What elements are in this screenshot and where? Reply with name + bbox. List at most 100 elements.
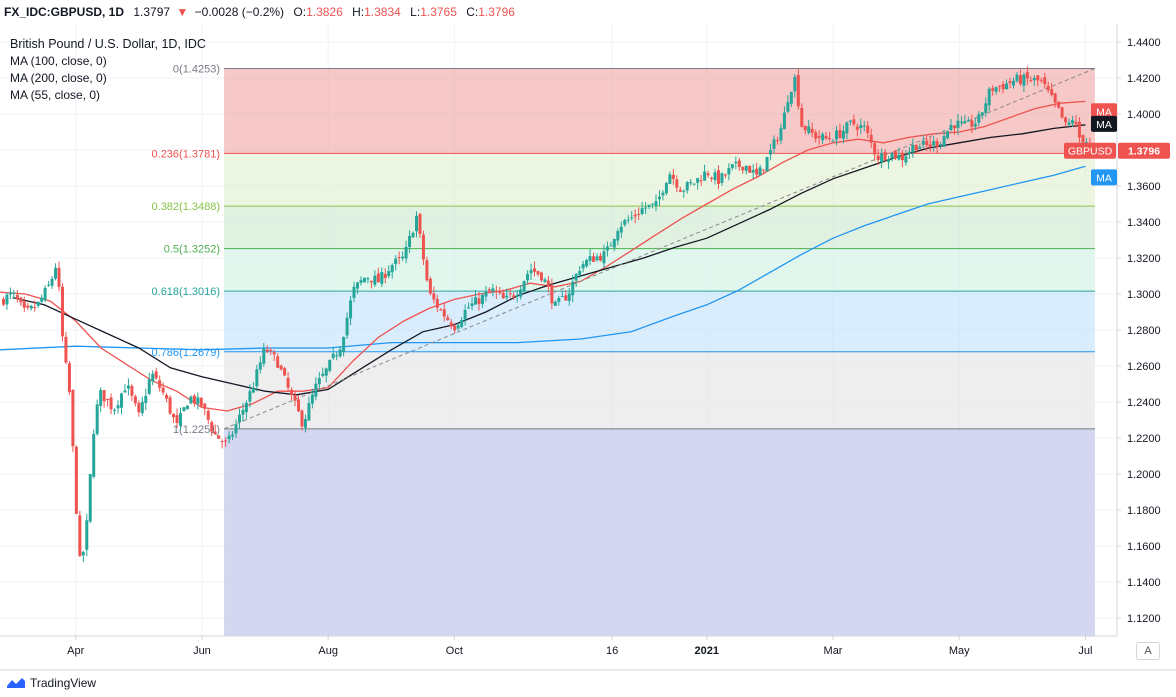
candle-body (109, 397, 113, 410)
candle-body (831, 140, 835, 142)
candle-body (991, 88, 995, 91)
candle-body (1043, 77, 1047, 85)
candle-body (474, 297, 478, 305)
candle-body (290, 389, 294, 395)
candle-body (175, 415, 179, 423)
candle-body (526, 273, 530, 281)
candle-body (848, 120, 852, 122)
price-tick-label: 1.4200 (1127, 73, 1161, 85)
candle-body (387, 271, 391, 277)
candle-body (984, 103, 988, 113)
candle-body (1081, 135, 1085, 143)
candle-body (762, 169, 766, 171)
candle-body (1064, 117, 1068, 123)
candle-body (494, 290, 498, 292)
candle-body (15, 294, 19, 300)
close-label: C: (466, 5, 479, 19)
candle-body (328, 359, 332, 371)
candle-body (869, 134, 873, 143)
candle-body (796, 75, 800, 107)
candle-body (727, 168, 731, 175)
price-tag-label: GBPUSD (1068, 146, 1113, 158)
candle-body (557, 297, 561, 302)
candle-body (19, 297, 23, 303)
legend-ma200[interactable]: MA (200, close, 0) (10, 71, 107, 85)
candle-body (692, 183, 696, 185)
candle-body (401, 256, 405, 259)
candle-body (612, 239, 616, 248)
candle-body (425, 260, 429, 281)
symbol-name[interactable]: FX_IDC:GBPUSD, 1D (4, 5, 125, 19)
candle-body (838, 129, 842, 138)
price-tick-label: 1.3600 (1127, 181, 1161, 193)
candle-body (1, 298, 5, 305)
candle-body (71, 390, 75, 447)
fib-level-label: 0.236(1.3781) (152, 148, 221, 160)
candle-body (657, 196, 661, 200)
candle-body (258, 362, 262, 370)
legend-ma55[interactable]: MA (55, close, 0) (10, 88, 101, 102)
candle-body (682, 190, 686, 192)
candle-body (765, 156, 769, 172)
candle-body (956, 120, 960, 129)
time-tick-label: Apr (67, 645, 84, 657)
candle-body (199, 397, 203, 407)
price-chart[interactable]: 0(1.4253) 0.236(1.3781) 0.382(1.3488) 0.5(1… (0, 24, 1176, 672)
candle-body (855, 126, 859, 130)
candle-body (918, 146, 922, 149)
candle-body (1060, 107, 1064, 118)
price-tag (1064, 142, 1116, 159)
candle-body (723, 174, 727, 176)
candle-body (939, 144, 943, 146)
candle-body (949, 124, 953, 131)
fib-level-label: 1(1.2251) (173, 424, 220, 436)
candle-body (442, 309, 446, 317)
candle-body (519, 289, 523, 297)
candle-body (210, 422, 214, 432)
candle-body (710, 177, 714, 179)
candle-body (800, 107, 804, 127)
candle-body (296, 399, 300, 412)
price-tick-label: 1.2200 (1127, 433, 1161, 445)
candle-body (161, 387, 165, 393)
candle-body (1032, 77, 1036, 81)
candle-body (335, 355, 339, 357)
candle-body (609, 245, 613, 247)
candle-body (505, 295, 509, 298)
candle-body (366, 278, 370, 280)
candle-body (8, 292, 12, 295)
candle-body (803, 125, 807, 131)
candle-body (1001, 84, 1005, 90)
candle-body (935, 141, 939, 147)
candle-body (647, 204, 651, 207)
time-tick-label: Oct (446, 645, 463, 657)
candle-body (578, 271, 582, 275)
fib-level-label: 0(1.4253) (173, 63, 220, 75)
candle-body (661, 192, 665, 196)
candle-body (602, 251, 606, 264)
candle-body (987, 88, 991, 106)
candle-body (1053, 93, 1057, 103)
candle-body (782, 112, 786, 130)
candle-body (841, 130, 845, 139)
candle-body (237, 414, 241, 423)
price-tick-label: 1.3200 (1127, 253, 1161, 265)
candle-body (57, 267, 61, 287)
candle-body (633, 214, 637, 217)
candle-body (356, 282, 360, 289)
low-value: 1.3765 (420, 5, 457, 19)
candle-body (106, 398, 110, 401)
candle-body (144, 395, 148, 403)
auto-scale-button[interactable]: A (1136, 642, 1160, 660)
candle-body (862, 125, 866, 127)
candle-body (158, 380, 162, 388)
candle-body (536, 271, 540, 275)
legend-ma100[interactable]: MA (100, close, 0) (10, 54, 107, 68)
candle-body (227, 435, 231, 440)
tradingview-brand[interactable]: TradingView (30, 676, 97, 690)
candle-body (408, 235, 412, 248)
candle-body (151, 373, 155, 382)
candle-body (244, 402, 248, 413)
candle-body (349, 300, 353, 319)
candle-body (543, 279, 547, 282)
